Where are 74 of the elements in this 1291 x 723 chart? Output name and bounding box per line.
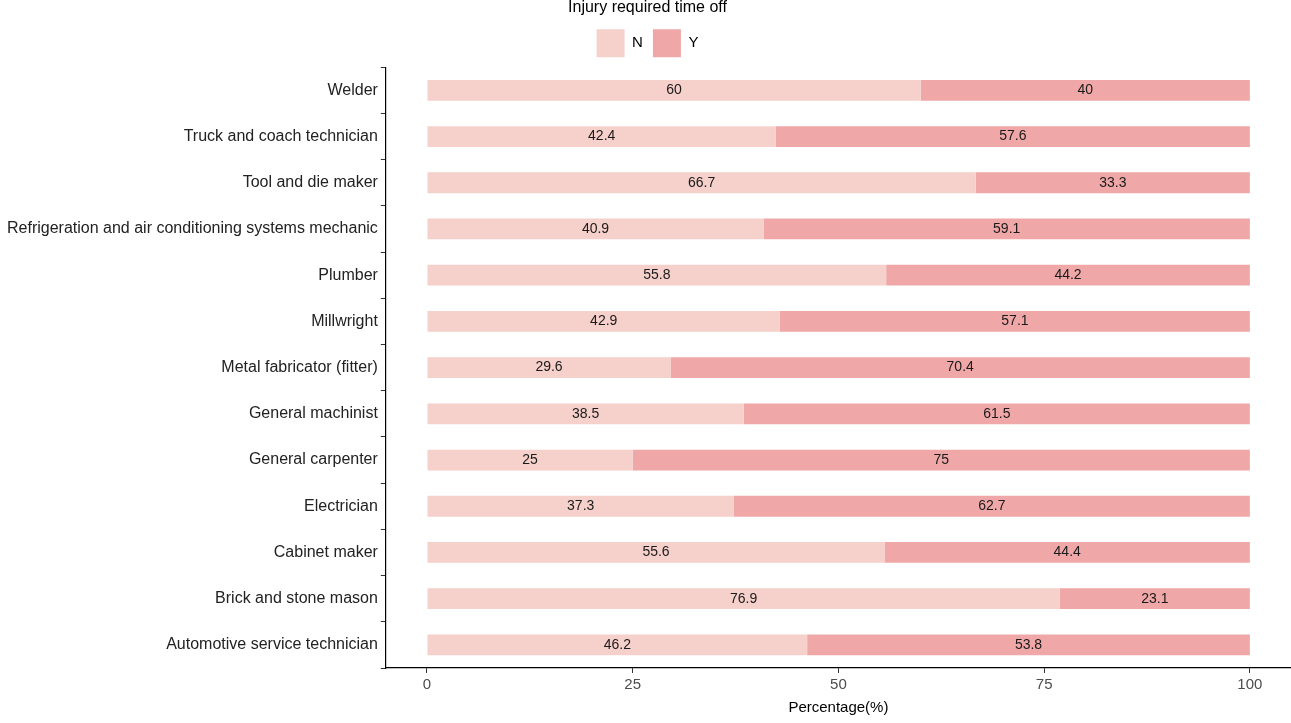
y-tick-label: Refrigeration and air conditioning systems mechanic [6,219,378,237]
bar [427,126,776,147]
data-label: 38.5 [572,404,600,421]
bar [427,357,671,378]
y-tick-label: Welder [327,80,379,98]
y-tick-label: Millwright [311,311,379,329]
bar [427,449,633,471]
data-label: 62.7 [978,497,1006,514]
data-label: 76.9 [730,589,758,606]
bar [733,495,1250,517]
x-tick-label: 100 [1237,675,1263,693]
bar [427,634,808,656]
legend-title: Injury required time off [568,0,728,16]
bar [763,218,1250,240]
data-label: 55.8 [643,266,671,283]
data-label: 61.5 [983,404,1011,421]
y-tick-label: General machinist [248,404,379,422]
y-tick-label: Plumber [318,265,379,283]
bar [427,172,976,194]
data-label: 40.9 [581,219,610,236]
bar [427,403,744,425]
legend-label: Y [688,33,699,51]
data-label: 55.6 [642,543,670,560]
y-tick-label: Truck and coach technician [183,126,378,144]
x-axis-title: Percentage(%) [788,698,889,716]
data-label: 42.9 [590,312,618,329]
data-label: 60 [666,81,683,98]
y-tick-label: General carpenter [248,450,379,468]
bar [775,126,1250,147]
bar [884,542,1250,563]
data-label: 23.1 [1141,589,1169,606]
bar [975,172,1250,194]
x-tick-label: 75 [1035,675,1053,693]
bar [780,310,1250,332]
data-label: 33.3 [1099,173,1127,190]
data-label: 44.4 [1053,543,1082,560]
bar [427,79,921,101]
bar [427,310,780,332]
bar [743,403,1250,425]
y-tick-label: Automotive service technician [166,635,378,653]
data-label: 29.6 [535,358,563,375]
data-label: 42.4 [588,127,616,144]
bar [920,79,1250,101]
bar [886,264,1250,286]
data-label: 46.2 [603,635,632,652]
x-tick-label: 25 [624,675,642,693]
bar [427,588,1060,610]
y-tick-label: Electrician [304,496,378,514]
legend-label: N [632,33,643,51]
data-label: 40 [1077,81,1094,98]
y-tick-label: Cabinet maker [273,542,379,560]
data-label: 57.6 [999,127,1027,144]
bar [1059,588,1250,610]
data-label: 25 [522,450,539,467]
data-label: 66.7 [688,173,716,190]
y-tick-label: Metal fabricator (fitter) [221,358,378,376]
data-label: 75 [933,450,950,467]
bar [807,634,1250,656]
data-label: 70.4 [946,358,975,375]
bar [427,264,887,286]
data-label: 59.1 [993,219,1021,236]
bar [427,495,734,517]
x-tick-label: 0 [422,675,432,693]
x-tick-label: 50 [830,675,847,693]
data-label: 44.2 [1054,266,1082,283]
bar [670,357,1250,378]
data-label: 53.8 [1014,635,1043,652]
data-label: 57.1 [1001,312,1029,329]
y-tick-label: Brick and stone mason [215,589,378,607]
bar [427,218,764,240]
bar [632,449,1250,471]
bar [427,542,885,563]
data-label: 37.3 [567,497,595,514]
y-tick-label: Tool and die maker [242,173,379,191]
